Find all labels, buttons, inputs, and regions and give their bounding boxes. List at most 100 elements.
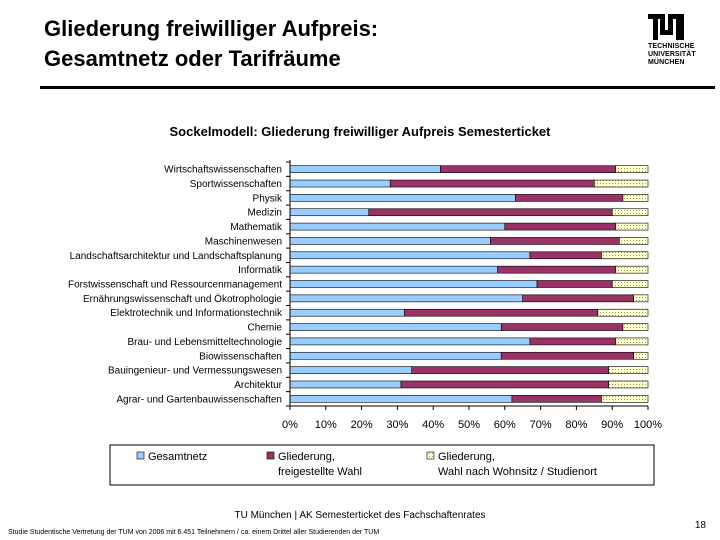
category-label-agrar-und-gartenbauwissenschaften: Agrar- und Gartenbauwissenschaften bbox=[116, 394, 282, 405]
bar-gesamtnetz-medizin bbox=[289, 208, 370, 217]
bar-gesamtnetz-wirtschaftswissenschaften bbox=[289, 165, 441, 173]
bar-gliederung-wahl-nach-wohnsitz-studienort-mathematik bbox=[615, 222, 649, 231]
bar-gliederung-freigestellte-wahl-wirtschaftswissenschaften bbox=[440, 165, 617, 173]
bar-gliederung-freigestellte-wahl-chemie bbox=[500, 323, 624, 331]
legend-label-gesamtnetz-0: Gesamtnetz bbox=[148, 451, 207, 463]
category-label-biowissenschaften: Biowissenschaften bbox=[199, 351, 282, 362]
bar-gliederung-freigestellte-wahl-biowissenschaften bbox=[500, 351, 634, 360]
stacked-bar-chart: Sockelmodell: Gliederung freiwilliger Au… bbox=[68, 124, 662, 486]
tum-logo-text: TECHNISCHE UNIVERSITÄT MÜNCHEN bbox=[648, 43, 710, 67]
legend: Gesamtnetz Gliederung, freigestellte Wahl G… bbox=[109, 444, 655, 486]
bar-gliederung-freigestellte-wahl-maschinenwesen bbox=[490, 237, 620, 245]
x-tick-label-4: 40% bbox=[422, 419, 444, 431]
legend-frame bbox=[109, 444, 655, 486]
bar-gliederung-freigestellte-wahl-brau-und-lebensmitteltechnologie bbox=[529, 337, 617, 346]
footer-text: TU München | AK Semesterticket des Fachs… bbox=[234, 510, 486, 521]
x-tick-label-3: 30% bbox=[386, 419, 408, 431]
bar-gesamtnetz-ernaehrungswissenschaft-und-oekotrophologie bbox=[289, 294, 523, 303]
legend-swatch-gliederung-wahl-nach-wohnsitz-studienort bbox=[426, 451, 435, 460]
category-label-chemie: Chemie bbox=[248, 323, 283, 334]
legend-label-gliederung-freigestellte-wahl-1: freigestellte Wahl bbox=[278, 466, 362, 478]
category-label-landschaftsarchitektur-und-landschaftsplanung: Landschaftsarchitektur und Landschaftspl… bbox=[70, 251, 282, 262]
x-tick-label-5: 50% bbox=[458, 419, 480, 431]
logo-line-3: MÜNCHEN bbox=[648, 59, 685, 66]
bar-gliederung-wahl-nach-wohnsitz-studienort-medizin bbox=[611, 208, 649, 217]
bar-gesamtnetz-sportwissenschaften bbox=[289, 179, 391, 188]
slide-title-line-1: Gliederung freiwilliger Aufpreis: bbox=[44, 16, 379, 41]
bar-gliederung-freigestellte-wahl-bauingenieur-und-vermessungswesen bbox=[411, 366, 609, 374]
bar-gliederung-wahl-nach-wohnsitz-studienort-bauingenieur-und-vermessungswesen bbox=[608, 366, 649, 374]
legend-label-gliederung-wahl-nach-wohnsitz-studienort-0: Gliederung, bbox=[438, 451, 495, 463]
bar-gliederung-freigestellte-wahl-architektur bbox=[400, 380, 609, 389]
bar-gliederung-freigestellte-wahl-medizin bbox=[368, 208, 613, 217]
bar-gesamtnetz-landschaftsarchitektur-und-landschaftsplanung bbox=[289, 251, 531, 260]
logo-line-1: TECHNISCHE bbox=[648, 43, 695, 50]
bar-gliederung-wahl-nach-wohnsitz-studienort-architektur bbox=[608, 380, 649, 389]
bar-gesamtnetz-biowissenschaften bbox=[289, 351, 502, 360]
x-tick-label-1: 10% bbox=[315, 419, 337, 431]
bar-gliederung-wahl-nach-wohnsitz-studienort-brau-und-lebensmitteltechnologie bbox=[615, 337, 649, 346]
legend-label-gliederung-wahl-nach-wohnsitz-studienort-1: Wahl nach Wohnsitz / Studienort bbox=[438, 466, 597, 478]
bar-gliederung-freigestellte-wahl-sportwissenschaften bbox=[389, 179, 595, 188]
bar-gesamtnetz-agrar-und-gartenbauwissenschaften bbox=[289, 395, 513, 403]
plot-area: Wirtschaftswissenschaften Sportwissenscha… bbox=[68, 160, 662, 431]
bar-gesamtnetz-architektur bbox=[289, 380, 402, 389]
tum-logo-mark bbox=[648, 14, 684, 40]
bar-gesamtnetz-bauingenieur-und-vermessungswesen bbox=[289, 366, 413, 374]
logo-line-2: UNIVERSITÄT bbox=[648, 51, 696, 58]
bar-gliederung-wahl-nach-wohnsitz-studienort-physik bbox=[622, 194, 649, 202]
title-divider bbox=[40, 86, 715, 89]
bar-gliederung-freigestellte-wahl-informatik bbox=[497, 265, 617, 274]
bar-gesamtnetz-chemie bbox=[289, 323, 502, 331]
bar-gesamtnetz-brau-und-lebensmitteltechnologie bbox=[289, 337, 531, 346]
bar-gliederung-freigestellte-wahl-physik bbox=[515, 194, 624, 202]
category-label-bauingenieur-und-vermessungswesen: Bauingenieur- und Vermessungswesen bbox=[108, 366, 282, 377]
category-label-wirtschaftswissenschaften: Wirtschaftswissenschaften bbox=[164, 165, 282, 176]
category-label-forstwissenschaft-und-ressourcenmanagement: Forstwissenschaft und Ressourcenmanageme… bbox=[68, 280, 282, 291]
x-tick-label-6: 60% bbox=[494, 419, 516, 431]
bar-gliederung-freigestellte-wahl-forstwissenschaft-und-ressourcenmanagement bbox=[536, 280, 613, 288]
category-label-architektur: Architektur bbox=[234, 380, 282, 391]
category-label-physik: Physik bbox=[253, 193, 283, 204]
bar-gliederung-wahl-nach-wohnsitz-studienort-ernaehrungswissenschaft-und-oekotrophologie bbox=[633, 294, 649, 303]
bar-gliederung-freigestellte-wahl-elektrotechnik-und-informationstechnik bbox=[404, 308, 599, 317]
chart-title: Sockelmodell: Gliederung freiwilliger Au… bbox=[170, 124, 552, 139]
bar-gesamtnetz-maschinenwesen bbox=[289, 237, 491, 245]
category-label-mathematik: Mathematik bbox=[230, 222, 283, 233]
category-label-sportwissenschaften: Sportwissenschaften bbox=[190, 179, 282, 190]
category-label-elektrotechnik-und-informationstechnik: Elektrotechnik und Informationstechnik bbox=[110, 308, 283, 319]
bar-gliederung-wahl-nach-wohnsitz-studienort-landschaftsarchitektur-und-landschaftsplanung bbox=[601, 251, 649, 260]
category-label-medizin: Medizin bbox=[248, 208, 282, 219]
bar-gliederung-wahl-nach-wohnsitz-studienort-forstwissenschaft-und-ressourcenmanagement bbox=[611, 280, 649, 288]
x-tick-label-9: 90% bbox=[601, 419, 623, 431]
legend-swatch-gesamtnetz bbox=[136, 451, 145, 460]
bar-gesamtnetz-physik bbox=[289, 194, 516, 202]
bar-gliederung-wahl-nach-wohnsitz-studienort-elektrotechnik-und-informationstechnik bbox=[597, 308, 649, 317]
bar-gliederung-wahl-nach-wohnsitz-studienort-informatik bbox=[615, 265, 649, 274]
bar-gesamtnetz-forstwissenschaft-und-ressourcenmanagement bbox=[289, 280, 538, 288]
category-label-informatik: Informatik bbox=[238, 265, 283, 276]
legend-swatch-gliederung-freigestellte-wahl bbox=[266, 451, 275, 460]
x-tick-label-8: 80% bbox=[565, 419, 587, 431]
bar-gliederung-wahl-nach-wohnsitz-studienort-wirtschaftswissenschaften bbox=[615, 165, 649, 173]
slide-title: Gliederung freiwilliger Aufpreis: Gesamt… bbox=[44, 14, 378, 74]
category-label-brau-und-lebensmitteltechnologie: Brau- und Lebensmitteltechnologie bbox=[127, 337, 282, 348]
footnote: Studie Studentische Vertretung der TUM v… bbox=[8, 529, 380, 536]
bar-gesamtnetz-mathematik bbox=[289, 222, 506, 231]
bar-gliederung-freigestellte-wahl-landschaftsarchitektur-und-landschaftsplanung bbox=[529, 251, 602, 260]
category-label-maschinenwesen: Maschinenwesen bbox=[205, 236, 282, 247]
tum-logo: TECHNISCHE UNIVERSITÄT MÜNCHEN bbox=[648, 14, 710, 67]
bar-gliederung-wahl-nach-wohnsitz-studienort-chemie bbox=[622, 323, 649, 331]
slide-title-line-2: Gesamtnetz oder Tarifräume bbox=[44, 46, 341, 71]
bar-gesamtnetz-informatik bbox=[289, 265, 498, 274]
x-tick-label-7: 70% bbox=[530, 419, 552, 431]
x-tick-label-2: 20% bbox=[351, 419, 373, 431]
x-tick-label-10: 100% bbox=[634, 419, 662, 431]
bar-gesamtnetz-elektrotechnik-und-informationstechnik bbox=[289, 308, 405, 317]
bar-gliederung-freigestellte-wahl-agrar-und-gartenbauwissenschaften bbox=[511, 395, 602, 403]
category-label-ernaehrungswissenschaft-und-oekotrophologie: Ernährungswissenschaft und Ökotrophologi… bbox=[83, 293, 282, 305]
bar-gliederung-wahl-nach-wohnsitz-studienort-sportwissenschaften bbox=[593, 179, 649, 188]
bar-gliederung-wahl-nach-wohnsitz-studienort-maschinenwesen bbox=[619, 237, 649, 245]
bar-gliederung-freigestellte-wahl-mathematik bbox=[504, 222, 617, 231]
page-number: 18 bbox=[694, 520, 706, 531]
